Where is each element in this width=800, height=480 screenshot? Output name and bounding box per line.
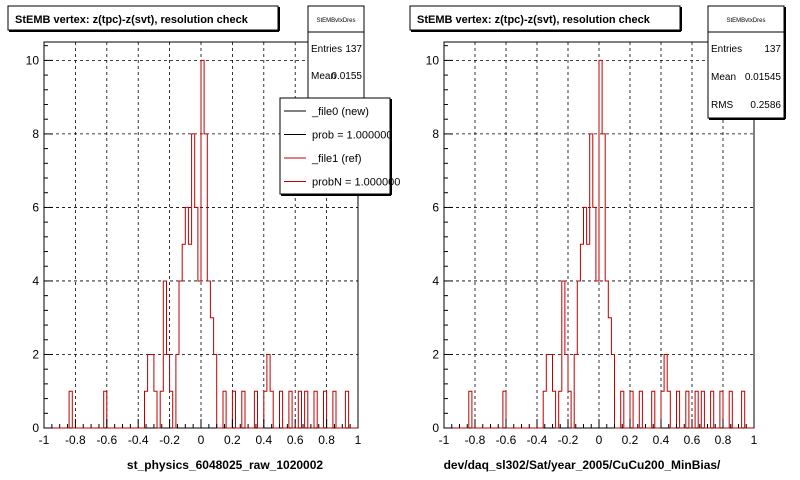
- x-tick-label: 0.2: [622, 433, 639, 447]
- histogram-line: [44, 59, 358, 429]
- left-histogram-series: [44, 59, 358, 429]
- y-tick-label: 6: [432, 200, 439, 214]
- x-tick-label: 0.2: [224, 433, 241, 447]
- x-tick-label: -0.8: [65, 433, 86, 447]
- y-tick-label: 4: [32, 274, 39, 288]
- right-x-axis-label: dev/daq_sl302/Sat/year_2005/CuCu200_MinB…: [444, 458, 721, 472]
- legend-entry-label: _file1 (ref): [311, 153, 362, 165]
- y-tick-label: 0: [32, 421, 39, 435]
- x-tick-label: 1: [355, 433, 362, 447]
- y-tick-label: 2: [32, 347, 39, 361]
- y-tick-label: 2: [432, 347, 439, 361]
- left-chart-title: StEMB vertex: z(tpc)-z(svt), resolution …: [15, 14, 249, 26]
- left-histogram-panel: -1 -0.8 -0.6 -0.4 -0.2 0 0.2 0.4 0.6 0.8 10246810 …: [7, 5, 400, 472]
- right-histogram-series: [444, 59, 754, 429]
- x-tick-label: 1: [751, 433, 758, 447]
- left-stats-mean-label: Mean: [311, 71, 336, 82]
- right-stats-mean-value: 0.01545: [745, 72, 782, 83]
- y-tick-label: 10: [426, 53, 440, 67]
- left-stats-entries-value: 137: [345, 44, 362, 55]
- x-tick-label: 0.4: [255, 433, 272, 447]
- y-tick-label: 10: [26, 53, 40, 67]
- y-tick-label: 8: [432, 127, 439, 141]
- left-stats-name: StEMBvtxDres: [316, 18, 355, 24]
- right-stats-rms-value: 0.2586: [750, 100, 781, 111]
- left-stats-mean-value: 0.0155: [331, 71, 362, 82]
- left-stats-entries-label: Entries: [311, 44, 342, 55]
- left-title-box: [7, 5, 279, 31]
- x-tick-label: -0.4: [527, 433, 548, 447]
- right-stats-box: [707, 5, 785, 119]
- right-stats-entries-value: 137: [764, 44, 781, 55]
- y-tick-label: 8: [32, 127, 39, 141]
- x-tick-label: -0.8: [465, 433, 486, 447]
- right-histogram-panel: -1 -0.8 -0.6 -0.4 -0.2 0 0.2 0.4 0.6 0.8 10246810 …: [409, 5, 786, 472]
- left-legend-box: [279, 97, 391, 195]
- y-tick-label: 6: [32, 200, 39, 214]
- left-x-axis-label: st_physics_6048025_raw_1020002: [127, 458, 323, 472]
- x-tick-label: -1: [439, 433, 450, 447]
- legend-entry-label: prob = 1.000000: [312, 130, 392, 142]
- x-tick-label: 0.6: [684, 433, 701, 447]
- legend-entry-label: _file0 (new): [311, 106, 369, 118]
- x-tick-label: 0.6: [287, 433, 304, 447]
- x-tick-label: 0: [596, 433, 603, 447]
- x-tick-label: 0: [198, 433, 205, 447]
- x-tick-label: 0.4: [653, 433, 670, 447]
- y-tick-label: 0: [432, 421, 439, 435]
- left-stats-box: [307, 5, 365, 99]
- x-tick-label: 0.8: [318, 433, 335, 447]
- x-tick-label: -0.2: [558, 433, 579, 447]
- right-stats-mean-label: Mean: [711, 72, 736, 83]
- x-tick-label: -0.6: [496, 433, 517, 447]
- x-tick-label: -0.6: [96, 433, 117, 447]
- right-chart-title: StEMB vertex: z(tpc)-z(svt), resolution …: [417, 14, 651, 26]
- y-tick-label: 4: [432, 274, 439, 288]
- right-stats-name: StEMBvtxDres: [726, 18, 765, 24]
- right-stats-rms-label: RMS: [711, 100, 734, 111]
- x-tick-label: 0.8: [715, 433, 732, 447]
- x-tick-label: -0.2: [159, 433, 180, 447]
- x-tick-label: -1: [39, 433, 50, 447]
- left-legend-entries: _file0 (new) prob = 1.000000 _file1 (ref) p…: [284, 106, 400, 189]
- right-stats-entries-label: Entries: [711, 44, 742, 55]
- histogram-line: [444, 59, 754, 429]
- x-tick-label: -0.4: [128, 433, 149, 447]
- legend-entry-label: probN = 1.000000: [312, 177, 400, 189]
